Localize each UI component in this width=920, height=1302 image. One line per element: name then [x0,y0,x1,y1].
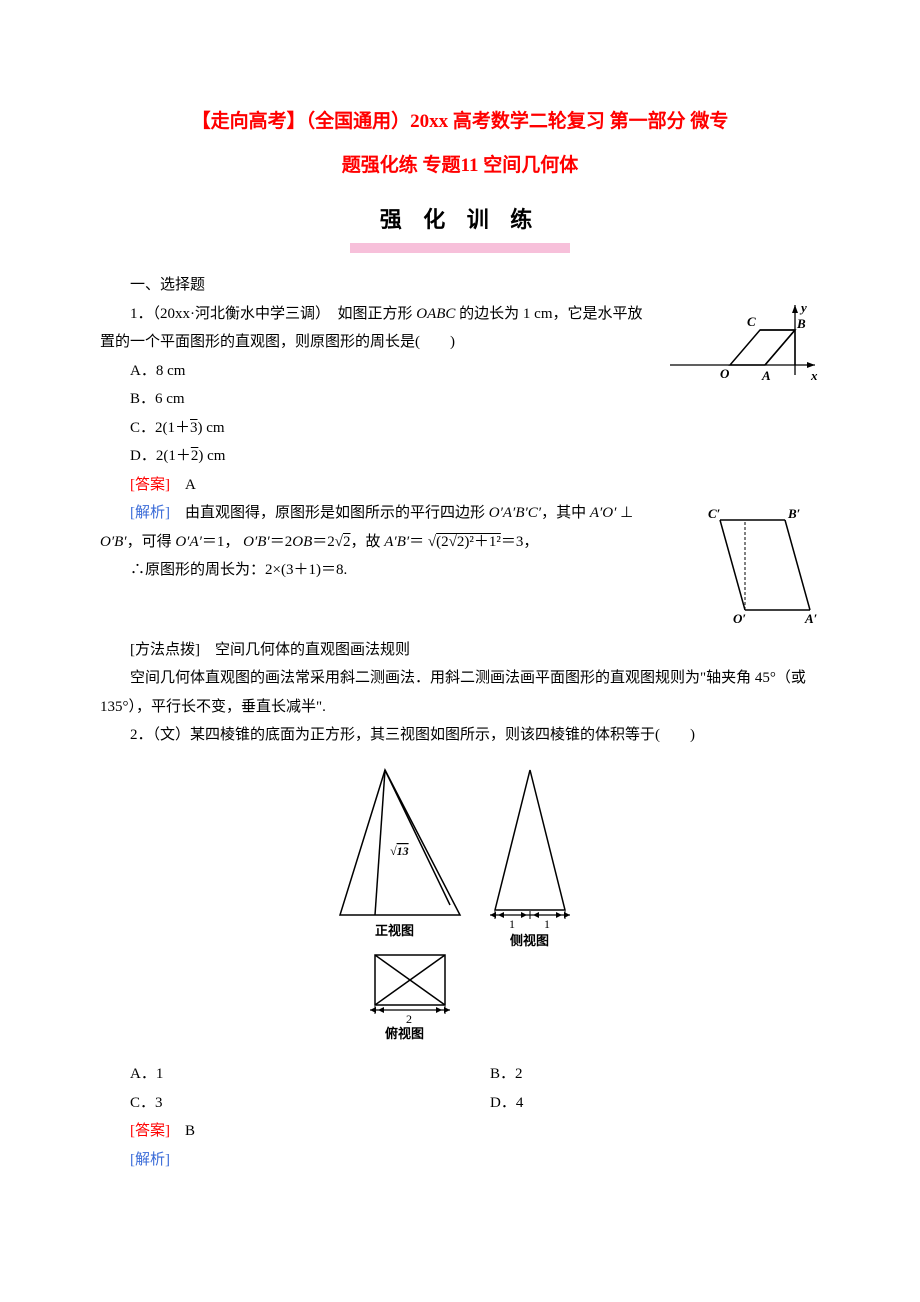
q2-opt-c: C．3 [100,1089,460,1118]
answer-label: [答案] [130,1123,170,1139]
q2-analysis-label: [解析] [100,1146,820,1175]
doc-title: 【走向高考】（全国通用）20xx 高考数学二轮复习 第一部分 微专 题强化练 专… [100,100,820,187]
method-label: [方法点拨] [130,642,200,658]
svg-text:A: A [761,368,771,383]
q1-answer: [答案] A [100,471,820,500]
training-banner: 强 化 训 练 [100,199,820,253]
svg-text:y: y [799,300,807,315]
svg-text:1: 1 [544,917,550,931]
answer-label: [答案] [130,477,170,493]
q1-method: [方法点拨] 空间几何体的直观图画法规则 [100,636,820,665]
q1-method-body: 空间几何体直观图的画法常采用斜二测画法．用斜二测画法画平面图形的直观图规则为"轴… [100,664,820,721]
q2-opts-row2: C．3 D．4 [100,1089,820,1118]
title-line1: 【走向高考】（全国通用）20xx 高考数学二轮复习 第一部分 微专 [192,111,729,132]
q2-opt-a: A．1 [100,1060,460,1089]
svg-text:侧视图: 侧视图 [510,933,549,948]
svg-text:C′: C′ [708,506,721,521]
svg-text:O′: O′ [733,611,746,625]
q1-opt-d: D．2(1＋2) cm [100,442,820,471]
q2-stem: 2．（文）某四棱锥的底面为正方形，其三视图如图所示，则该四棱锥的体积等于( ) [100,721,820,750]
q2-opt-d: D．4 [460,1089,820,1118]
svg-text:B: B [796,316,806,331]
question-1: O A B C x y 1．（20xx·河北衡水中学三调） 如图正方形 OABC… [100,300,820,722]
svg-text:B′: B′ [787,506,801,521]
svg-text:C: C [747,314,756,329]
svg-text:√13: √13 [390,844,409,858]
analysis-label: [解析] [130,505,170,521]
q2-opt-b: B．2 [460,1060,820,1089]
q1-opt-c: C．2(1＋3) cm [100,414,820,443]
question-2: 2．（文）某四棱锥的底面为正方形，其三视图如图所示，则该四棱锥的体积等于( ) … [100,721,820,1174]
svg-text:x: x [810,368,818,383]
svg-text:O: O [720,366,730,381]
svg-text:A′: A′ [804,611,818,625]
svg-text:1: 1 [509,917,515,931]
q2-opts-row1: A．1 B．2 [100,1060,820,1089]
section-heading: 一、选择题 [100,271,820,300]
q2-three-views: √13 正视图 1 1 侧视图 [100,760,820,1051]
svg-text:俯视图: 俯视图 [385,1026,424,1040]
q2-answer: [答案] B [100,1117,820,1146]
q1-figure-parallelogram: C′ B′ O′ A′ [685,505,820,636]
svg-text:正视图: 正视图 [375,923,414,938]
title-line2: 题强化练 专题11 空间几何体 [342,155,578,176]
svg-text:2: 2 [406,1012,412,1026]
q1-figure-square: O A B C x y [665,300,820,406]
banner-text: 强 化 训 练 [350,199,571,253]
